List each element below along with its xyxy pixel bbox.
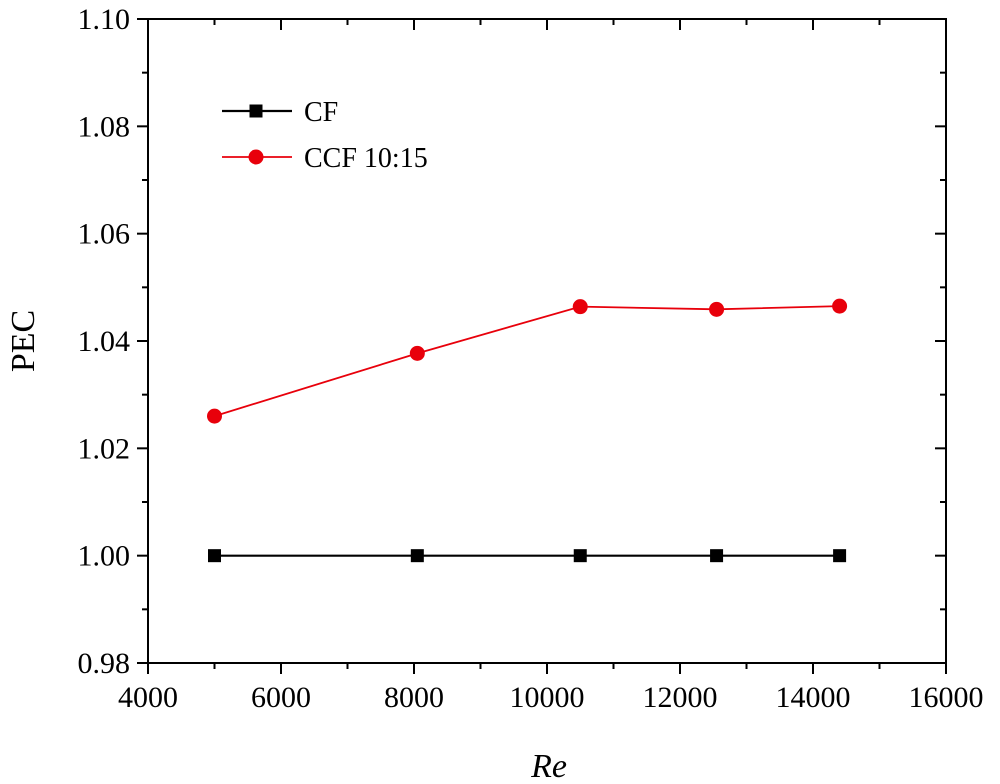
tick-labels: 4000 6000 8000 10000 12000 14000 16000 0.98 1.00… xyxy=(78,3,984,714)
legend-label: CCF 10:15 xyxy=(304,143,428,174)
x-tick-label: 10000 xyxy=(510,681,585,714)
series-line xyxy=(214,305,840,417)
legend-label: CF xyxy=(304,97,338,128)
y-tick-label: 0.98 xyxy=(78,647,131,680)
series-1 xyxy=(207,298,848,424)
legend-marker xyxy=(248,149,264,165)
data-point xyxy=(833,549,847,563)
data-point xyxy=(207,408,222,424)
legend-item: CF xyxy=(222,97,338,128)
legend: CF CCF 10:15 xyxy=(222,97,428,174)
x-tick-label: 4000 xyxy=(118,681,178,714)
x-tick-label: 6000 xyxy=(251,681,311,714)
y-tick-label: 1.08 xyxy=(78,110,131,143)
y-tick-label: 1.06 xyxy=(78,218,131,251)
y-tick-label: 1.02 xyxy=(78,432,131,465)
data-point xyxy=(573,549,587,563)
x-tick-label: 12000 xyxy=(643,681,718,714)
x-tick-label: 8000 xyxy=(384,681,444,714)
y-tick-label: 1.04 xyxy=(78,325,131,358)
plot-frame xyxy=(147,18,947,664)
y-tick-label: 1.00 xyxy=(78,540,131,573)
data-point xyxy=(409,345,425,361)
data-point xyxy=(410,549,424,563)
data-point xyxy=(832,298,848,314)
data-point xyxy=(710,549,724,563)
x-tick-label: 14000 xyxy=(776,681,851,714)
data-point xyxy=(572,299,588,315)
y-axis-label: PEC xyxy=(5,310,42,372)
data-point xyxy=(709,301,725,317)
data-point xyxy=(208,549,221,563)
series-layer xyxy=(207,298,848,563)
x-tick-label: 16000 xyxy=(909,681,984,714)
legend-marker xyxy=(249,104,263,118)
y-tick-label: 1.10 xyxy=(78,3,131,36)
legend-item: CCF 10:15 xyxy=(222,143,428,174)
x-axis-label: Re xyxy=(530,748,567,784)
series-0 xyxy=(208,549,847,563)
